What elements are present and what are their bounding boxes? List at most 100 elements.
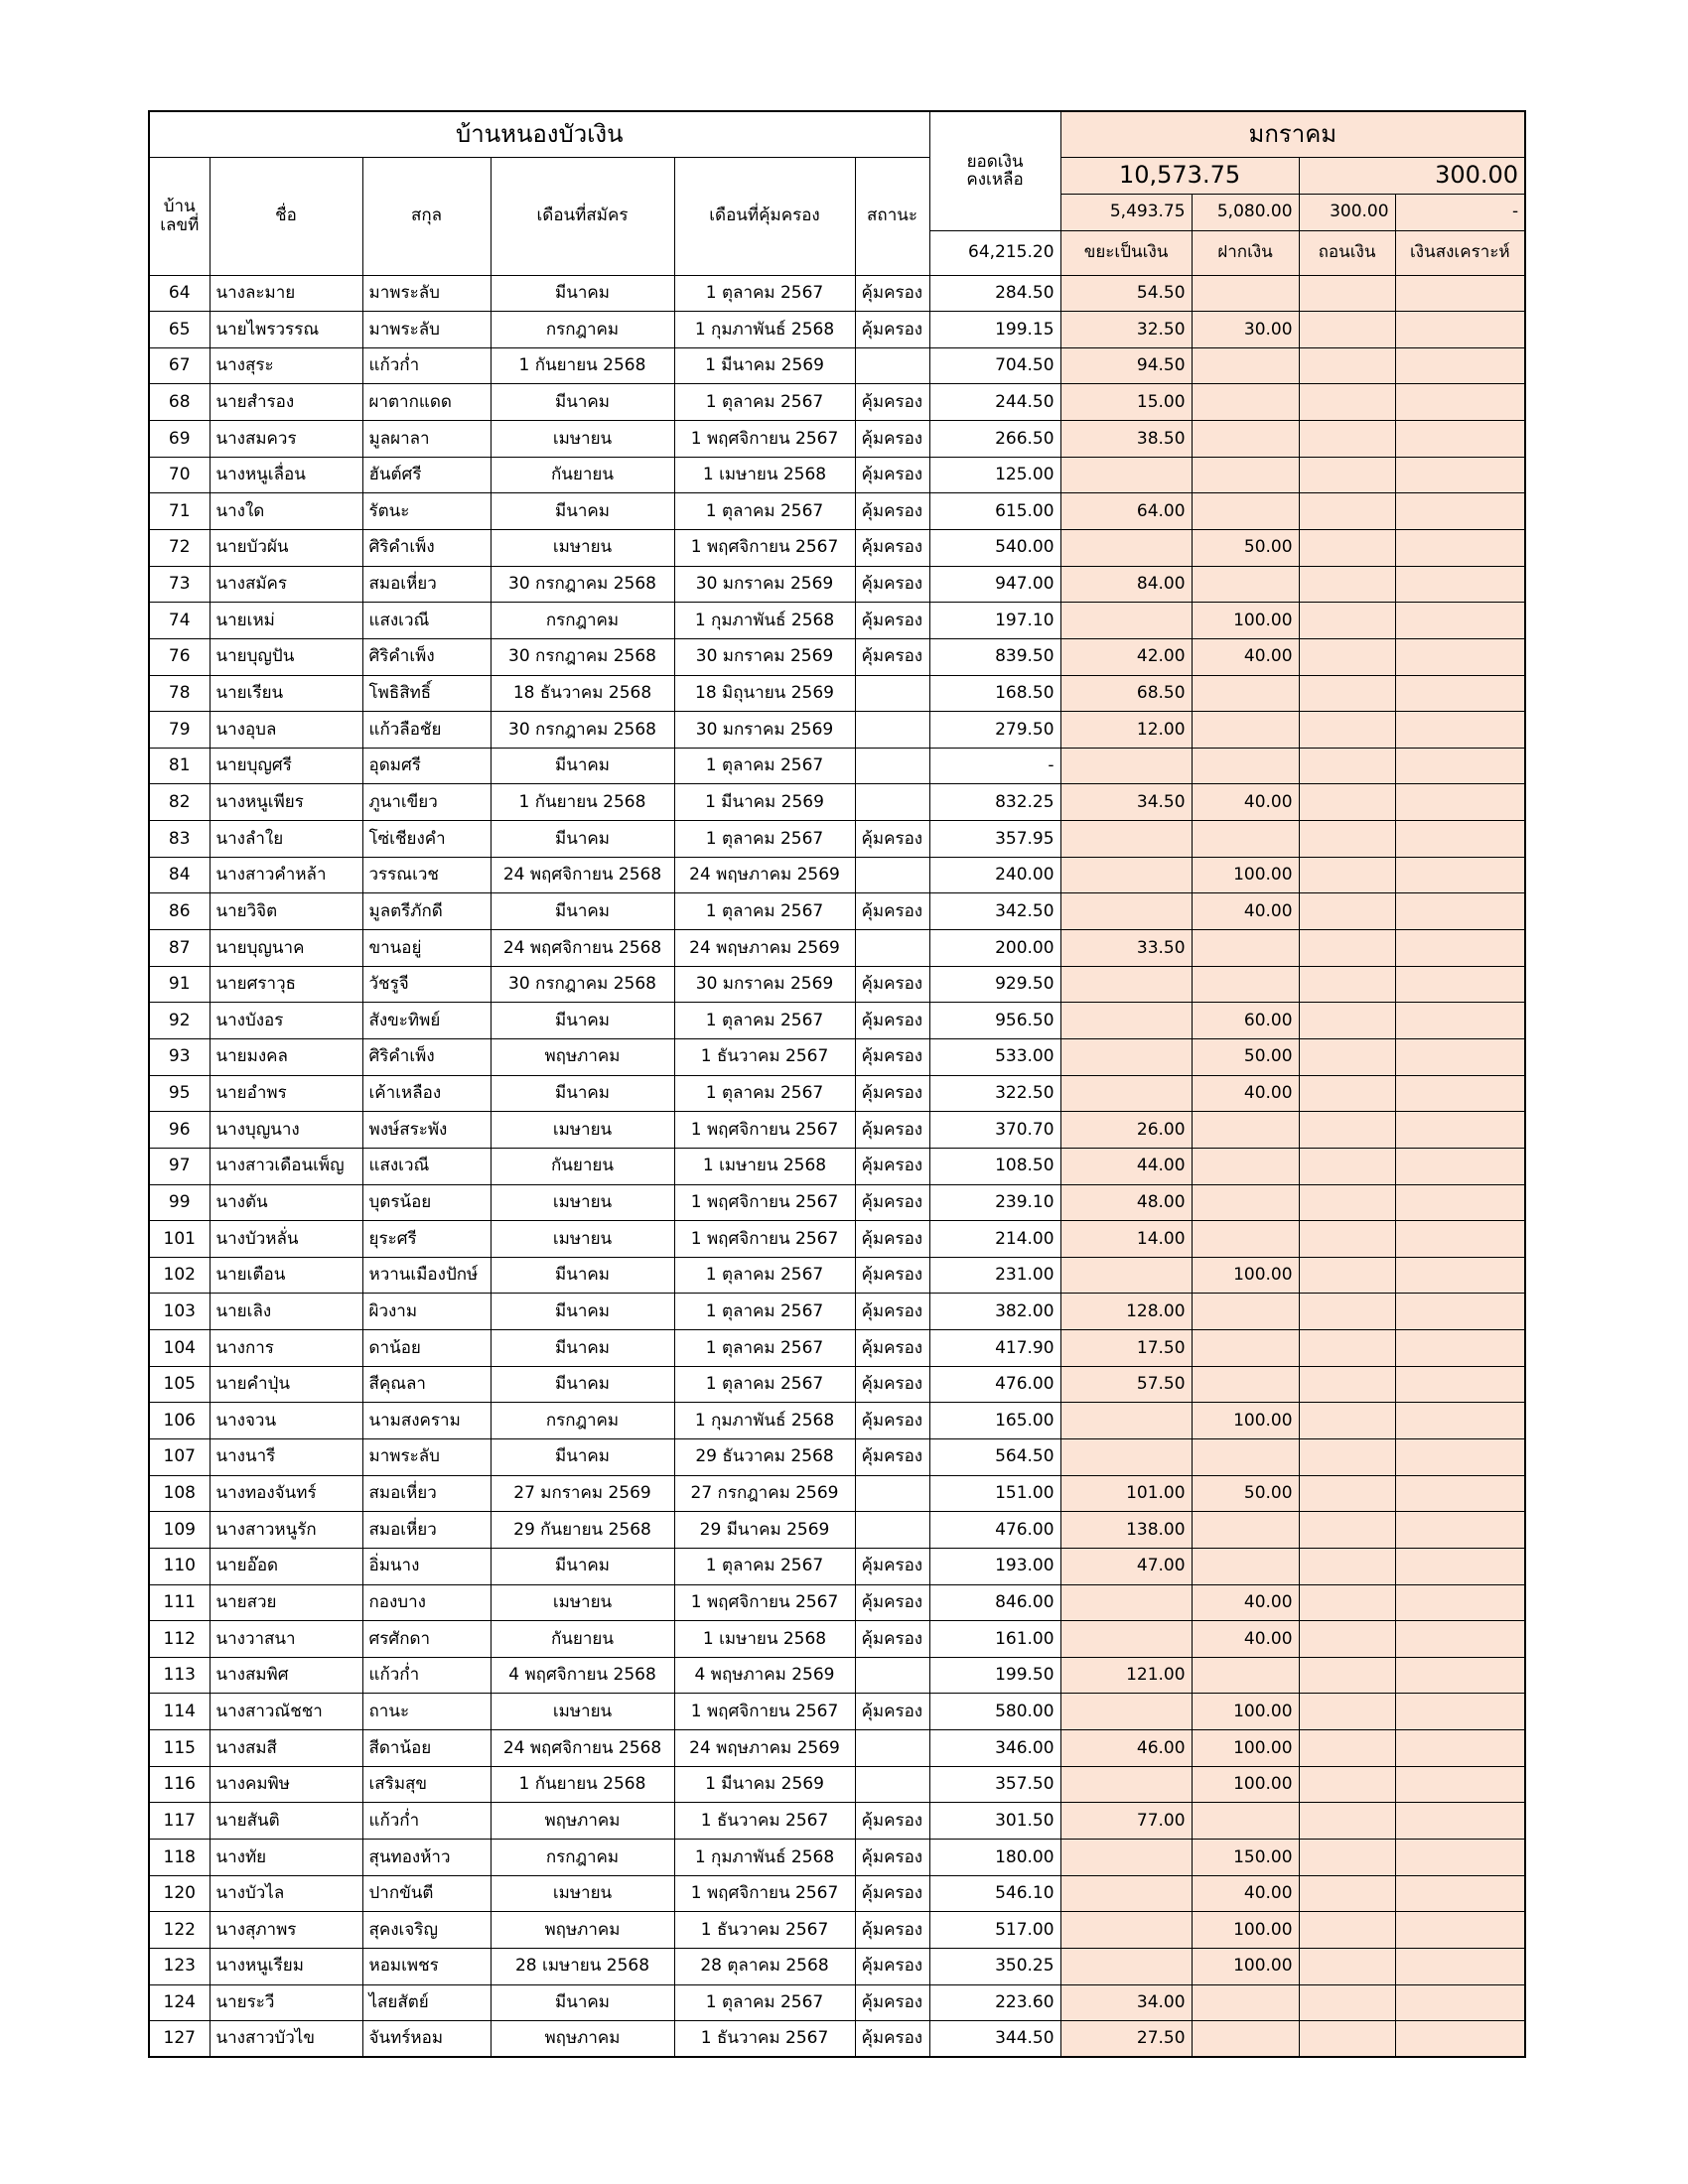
surname: ปากขันตี	[361, 1874, 492, 1913]
balance: 832.25	[928, 783, 1061, 822]
applied-month: 24 พฤศจิกายน 2568	[490, 929, 675, 967]
balance: 476.00	[928, 1365, 1061, 1404]
status	[854, 1729, 930, 1767]
status: คุ้มครอง	[854, 1911, 930, 1949]
applied-month: 24 พฤศจิกายน 2568	[490, 856, 675, 894]
withdraw	[1298, 1839, 1396, 1876]
name: นางลำใย	[209, 820, 363, 858]
table-row: 105 นายคำปุ่น สีคุณลา มีนาคม 1 ตุลาคม 2567 คุ…	[148, 1365, 1526, 1404]
table-row: 123 นางหนูเรียม หอมเพชร 28 เมษายน 2568 28 ตุ…	[148, 1947, 1526, 1985]
balance: 197.10	[928, 602, 1061, 639]
deposit: 40.00	[1191, 1620, 1300, 1658]
name: นางสมควร	[209, 420, 363, 458]
status: คุ้มครอง	[854, 1365, 930, 1404]
welfare	[1394, 1620, 1526, 1658]
deposit	[1191, 1220, 1300, 1258]
house-no: 67	[148, 346, 211, 385]
welfare	[1394, 274, 1526, 313]
table-row: 103 นายเลิง ผิวงาม มีนาคม 1 ตุลาคม 2567 คุ้มค…	[148, 1293, 1526, 1331]
withdraw	[1298, 565, 1396, 604]
protected-month: 1 พฤศจิกายน 2567	[673, 1693, 856, 1731]
withdraw	[1298, 1983, 1396, 2022]
status: คุ้มครอง	[854, 1802, 930, 1841]
balance: 947.00	[928, 565, 1061, 604]
withdraw	[1298, 492, 1396, 530]
table-row: 91 นายศราวุธ วัชรูจี 30 กรกฎาคม 2568 30 มกรา…	[148, 965, 1526, 1004]
applied-month: มีนาคม	[490, 1365, 675, 1404]
protected-month: 1 เมษายน 2568	[673, 1620, 856, 1658]
table-row: 122 นางสุภาพร สุคงเจริญ พฤษภาคม 1 ธันวาคม 25…	[148, 1911, 1526, 1949]
deposit	[1191, 929, 1300, 967]
balance: 357.50	[928, 1765, 1061, 1804]
surname-header: สกุล	[361, 156, 492, 276]
deposit	[1191, 492, 1300, 530]
deposit	[1191, 1438, 1300, 1476]
welfare	[1394, 492, 1526, 530]
status: คุ้มครอง	[854, 1983, 930, 2022]
withdraw	[1298, 1147, 1396, 1185]
status	[854, 856, 930, 894]
name: นายเลิง	[209, 1293, 363, 1331]
table-row: 84 นางสาวคำหล้า วรรณเวช 24 พฤศจิกายน 2568 24…	[148, 856, 1526, 894]
balance: 199.15	[928, 311, 1061, 348]
balance: 151.00	[928, 1474, 1061, 1513]
deposit	[1191, 1329, 1300, 1367]
withdraw	[1298, 892, 1396, 931]
status	[854, 346, 930, 385]
waste	[1059, 820, 1193, 858]
status: คุ้มครอง	[854, 1147, 930, 1185]
balance: 322.50	[928, 1074, 1061, 1113]
welfare	[1394, 456, 1526, 494]
surname: มาพระลับ	[361, 311, 492, 348]
name: นางสาวคำหล้า	[209, 856, 363, 894]
name: นายเรียน	[209, 674, 363, 713]
status: คุ้มครอง	[854, 1874, 930, 1913]
welfare	[1394, 1656, 1526, 1695]
waste	[1059, 1402, 1193, 1439]
balance: 161.00	[928, 1620, 1061, 1658]
applied-header: เดือนที่สมัคร	[490, 156, 675, 276]
waste	[1059, 1874, 1193, 1913]
withdraw	[1298, 602, 1396, 639]
balance: 929.50	[928, 965, 1061, 1004]
name: นายวิจิต	[209, 892, 363, 931]
balance: 476.00	[928, 1511, 1061, 1549]
protected-month: 24 พฤษภาคม 2569	[673, 929, 856, 967]
protected-month: 1 พฤศจิกายน 2567	[673, 1183, 856, 1222]
withdraw	[1298, 1620, 1396, 1658]
house-no: 92	[148, 1002, 211, 1039]
house-no: 101	[148, 1220, 211, 1258]
deposit: 50.00	[1191, 1474, 1300, 1513]
house-no: 81	[148, 747, 211, 785]
applied-month: มีนาคม	[490, 820, 675, 858]
house-no: 113	[148, 1656, 211, 1695]
status: คุ้มครอง	[854, 1693, 930, 1731]
waste	[1059, 1583, 1193, 1622]
applied-month: มีนาคม	[490, 274, 675, 313]
surname: ไสยสัตย์	[361, 1983, 492, 2022]
withdraw	[1298, 929, 1396, 967]
withdraw	[1298, 1037, 1396, 1076]
protected-month: 1 ตุลาคม 2567	[673, 274, 856, 313]
deposit	[1191, 674, 1300, 713]
table-row: 107 นางนารี มาพระลับ มีนาคม 29 ธันวาคม 2568 ค…	[148, 1438, 1526, 1476]
deposit	[1191, 1802, 1300, 1841]
deposit: 30.00	[1191, 311, 1300, 348]
house-no: 95	[148, 1074, 211, 1113]
name: นางบังอร	[209, 1002, 363, 1039]
applied-month: พฤษภาคม	[490, 1911, 675, 1949]
house-no: 69	[148, 420, 211, 458]
protected-month: 30 มกราคม 2569	[673, 565, 856, 604]
name: นายสวย	[209, 1583, 363, 1622]
deposit	[1191, 711, 1300, 749]
name: นางหนูเลื่อน	[209, 456, 363, 494]
withdraw	[1298, 747, 1396, 785]
sum-withdraw: 300.00	[1298, 193, 1396, 231]
surname: เค้าเหลือง	[361, 1074, 492, 1113]
status: คุ้มครอง	[854, 1293, 930, 1331]
protected-month: 30 มกราคม 2569	[673, 711, 856, 749]
deposit	[1191, 274, 1300, 313]
surname: ผิวงาม	[361, 1293, 492, 1331]
name: นายบัวผัน	[209, 528, 363, 567]
waste: 46.00	[1059, 1729, 1193, 1767]
